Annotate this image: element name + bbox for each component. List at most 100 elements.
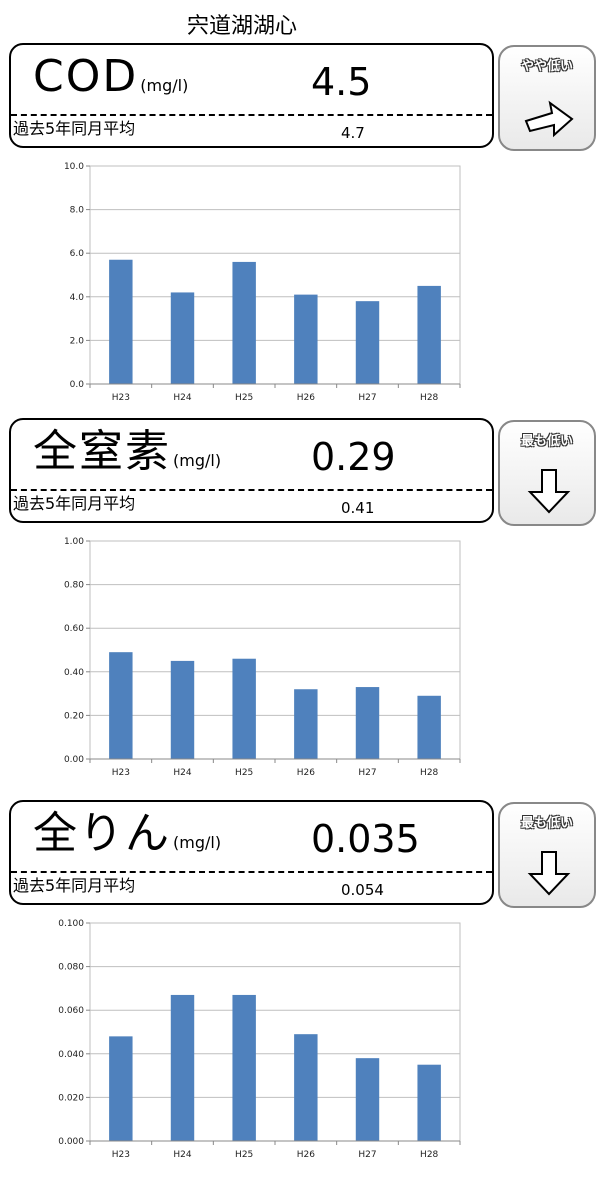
y-tick-label: 0.020 [58,1093,84,1103]
bar-h23 [109,652,133,759]
bar-h24 [170,994,195,1141]
bar-chart: 0.000 0.020 0.040 0.060 0.080 0.100 H23 H24 H25 H… [58,919,461,1160]
y-tick-label: 0.040 [58,1050,84,1060]
x-tick-label: H23 [112,768,130,778]
x-tick-label: H25 [235,1150,253,1160]
x-tick-label: H26 [297,768,315,778]
y-tick-label: 0.40 [64,668,84,678]
nitrogen-chart: 0.00 0.20 0.40 0.60 0.80 1.00 H23 H24 H25 H26 H27 H… [40,533,470,795]
divider [11,114,492,116]
nitrogen-avg-value: 0.41 [341,499,375,517]
nitrogen-unit: (mg/l) [173,451,222,470]
cod-panel: COD (mg/l) 4.5 過去5年同月平均 4.7 やや低い 0.0 2.0 4.… [0,43,598,428]
nitrogen-trend-badge: 最も低い [498,420,596,526]
bar-h23 [109,1036,133,1141]
y-tick-label: 0.00 [64,755,84,765]
x-tick-label: H26 [297,1150,315,1160]
x-tick-label: H24 [173,1150,191,1160]
x-tick-label: H27 [358,768,376,778]
cod-card: COD (mg/l) 4.5 過去5年同月平均 4.7 [9,43,494,148]
bar-chart: 0.0 2.0 4.0 6.0 8.0 10.0 H23 H24 H25 H26 H27 H28 [64,162,461,403]
nitrogen-name: 全窒素 (mg/l) [33,422,221,491]
y-tick-label: 4.0 [70,293,85,303]
nitrogen-value: 0.29 [311,435,396,479]
x-tick-label: H24 [173,768,191,778]
cod-value: 4.5 [311,60,372,104]
phosphorus-panel: 全りん (mg/l) 0.035 過去5年同月平均 0.054 最も低い 0.00… [0,800,598,1185]
phosphorus-avg-value: 0.054 [341,881,384,899]
bar-h26 [294,689,318,759]
x-tick-label: H28 [420,393,438,403]
y-tick-label: 0.100 [58,919,84,929]
cod-name-text: COD [33,51,139,102]
right-arrow-icon [524,100,574,138]
cod-unit: (mg/l) [140,76,189,95]
x-tick-label: H28 [420,768,438,778]
x-tick-label: H26 [297,393,315,403]
down-arrow-icon [527,469,571,514]
bar-h26 [294,294,318,384]
phosphorus-unit: (mg/l) [173,833,222,852]
y-tick-label: 2.0 [70,336,85,346]
y-tick-label: 0.20 [64,711,84,721]
divider [11,871,492,873]
cod-avg-value: 4.7 [341,124,365,142]
down-arrow-icon [527,851,571,896]
bar-h24 [170,292,195,384]
y-tick-label: 8.0 [70,206,85,216]
y-tick-label: 0.0 [70,380,85,390]
y-tick-label: 0.060 [58,1006,84,1016]
phosphorus-trend-label: 最も低い [520,816,573,831]
bar-h28 [417,1064,441,1141]
phosphorus-name-text: 全りん [33,808,171,859]
cod-chart: 0.0 2.0 4.0 6.0 8.0 10.0 H23 H24 H25 H26 H27 H28 [40,158,470,420]
nitrogen-panel: 全窒素 (mg/l) 0.29 過去5年同月平均 0.41 最も低い 0.00 0.… [0,418,598,803]
nitrogen-card: 全窒素 (mg/l) 0.29 過去5年同月平均 0.41 [9,418,494,523]
divider [11,489,492,491]
y-tick-label: 6.0 [70,249,85,259]
cod-name: COD (mg/l) [33,47,188,116]
bar-h23 [109,259,133,384]
nitrogen-name-text: 全窒素 [33,426,171,477]
x-tick-label: H24 [173,393,191,403]
nitrogen-avg-label: 過去5年同月平均 [13,494,136,513]
y-tick-label: 10.0 [64,162,84,172]
x-tick-label: H23 [112,1150,130,1160]
cod-avg-label: 過去5年同月平均 [13,119,136,138]
x-tick-label: H27 [358,393,376,403]
y-tick-label: 0.080 [58,963,84,973]
cod-trend-label: やや低い [520,59,573,74]
bar-h27 [355,687,380,759]
bar-h26 [294,1034,318,1141]
phosphorus-value: 0.035 [311,817,420,861]
bar-h28 [417,285,441,384]
phosphorus-card: 全りん (mg/l) 0.035 過去5年同月平均 0.054 [9,800,494,905]
bar-h25 [232,994,256,1141]
x-tick-label: H27 [358,1150,376,1160]
y-tick-label: 0.80 [64,581,84,591]
y-tick-label: 0.60 [64,624,84,634]
plot-area [89,540,461,760]
bar-h27 [355,301,380,384]
bar-h25 [232,261,256,384]
y-tick-label: 0.000 [58,1137,84,1147]
page-title: 宍道湖湖心 [186,14,297,39]
bar-chart: 0.00 0.20 0.40 0.60 0.80 1.00 H23 H24 H25 H26 H27 H… [64,537,461,778]
phosphorus-trend-badge: 最も低い [498,802,596,908]
cod-trend-badge: やや低い [498,45,596,151]
plot-area [89,165,461,385]
x-tick-label: H25 [235,393,253,403]
phosphorus-name: 全りん (mg/l) [33,804,221,873]
y-tick-label: 1.00 [64,537,84,547]
bar-h27 [355,1058,380,1141]
plot-area [89,922,461,1142]
bar-h24 [170,660,195,759]
bar-h28 [417,695,441,759]
nitrogen-trend-label: 最も低い [520,434,573,449]
x-tick-label: H28 [420,1150,438,1160]
bar-h25 [232,658,256,759]
x-tick-label: H25 [235,768,253,778]
phosphorus-chart: 0.000 0.020 0.040 0.060 0.080 0.100 H23 H24 H25 H… [40,915,470,1177]
phosphorus-avg-label: 過去5年同月平均 [13,876,136,895]
x-tick-label: H23 [112,393,130,403]
